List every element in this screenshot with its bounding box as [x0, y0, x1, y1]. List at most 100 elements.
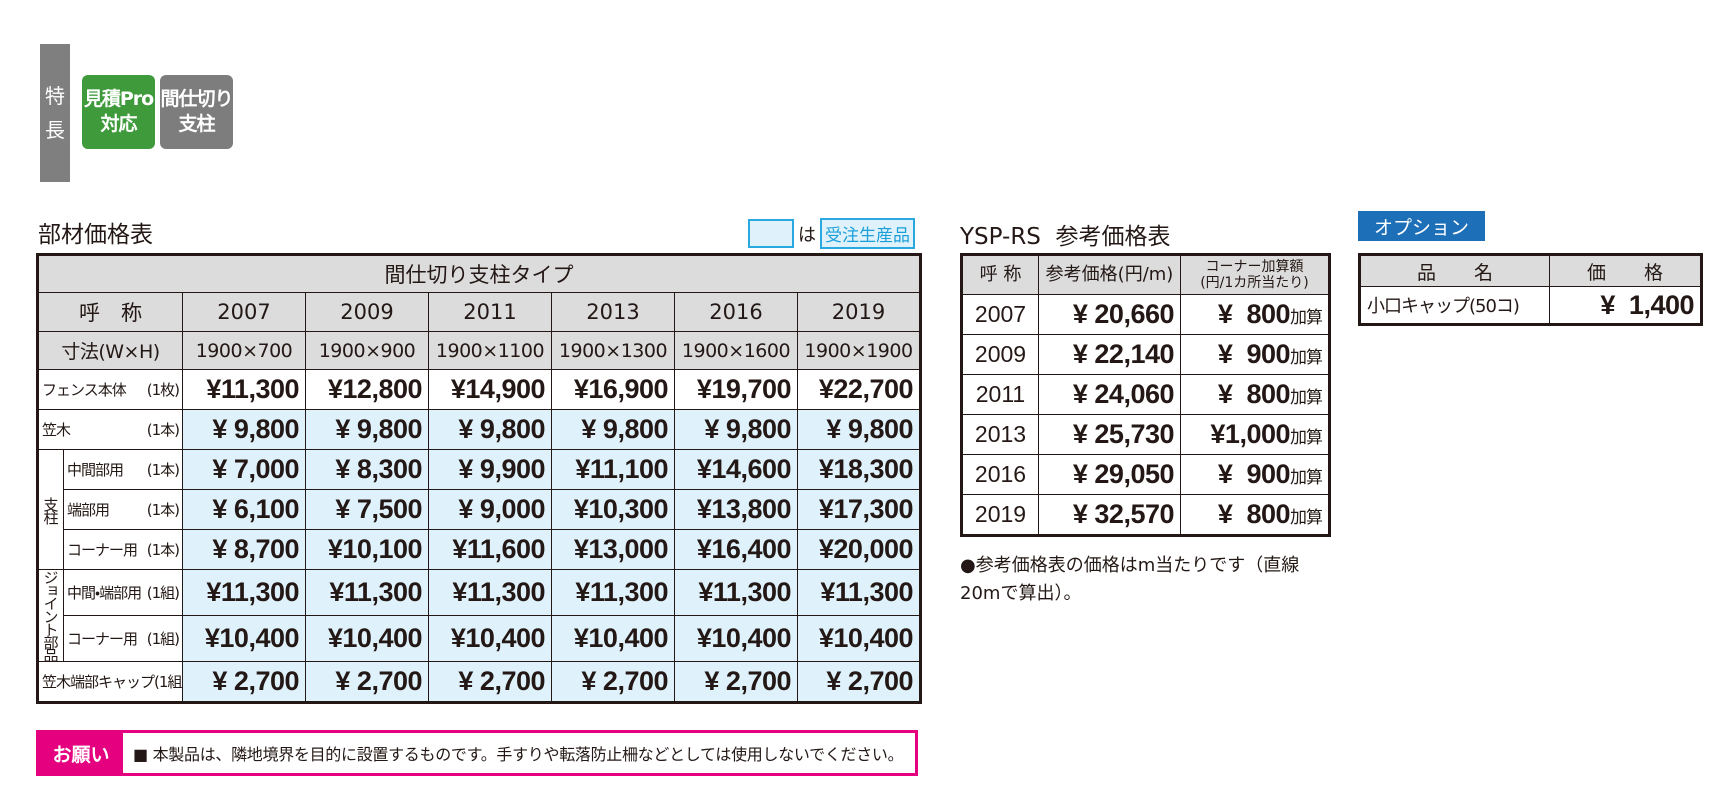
row-label: 笠木端部キャップ(1組): [37, 661, 183, 703]
row-name: 中間・端部用: [67, 584, 142, 602]
feature-label-char: 特: [45, 84, 65, 108]
corner-price: ¥ 900加算: [1180, 454, 1330, 495]
price-cell: ¥10,300: [551, 489, 675, 530]
column-size: 1900×1300: [551, 331, 675, 370]
column-size: 1900×700: [182, 331, 306, 370]
column-size: 1900×900: [305, 331, 429, 370]
price-cell: ¥ 8,300: [305, 449, 429, 490]
row-label-wrap: 端部用 (1本): [67, 499, 180, 520]
corner-suffix: 加算: [1290, 508, 1323, 528]
table-body: 品 名価 格小口キャップ(50コ) ¥ 1,400: [1359, 254, 1702, 325]
parts-table: 間仕切り支柱タイプ呼 称 2007 2009 2011 2013 2016 2019 寸法(W…: [36, 253, 922, 704]
price-cell: ¥11,300: [674, 569, 798, 616]
reference-note: ●参考価格表の価格はm当たりです（直線20mで算出）。: [960, 555, 1300, 604]
size-row: 寸法(W×H) 1900×700 1900×900 1900×1100 1900×130…: [37, 331, 921, 370]
row-name: フェンス本体: [42, 381, 127, 399]
price-cell: ¥ 9,800: [797, 409, 921, 450]
price-cell: ¥17,300: [797, 489, 921, 530]
column-header: 品 名: [1359, 254, 1550, 287]
price-cell: ¥13,800: [674, 489, 798, 530]
corner-price: ¥ 800加算: [1180, 494, 1330, 536]
reference-row: 2019 ¥ 32,570 ¥ 800加算: [961, 494, 1330, 536]
price-row: コーナー用 (1組) ¥10,400 ¥10,400 ¥10,400 ¥10,400 ¥10…: [38, 615, 921, 662]
reference-row: 2009 ¥ 22,140 ¥ 900加算: [961, 334, 1330, 375]
price-cell: ¥11,300: [797, 569, 921, 616]
row-name: コーナー用: [67, 630, 138, 648]
price-cell: ¥10,100: [305, 529, 429, 570]
price-cell: ¥14,900: [428, 369, 552, 410]
header-line: コーナー加算額: [1205, 259, 1304, 275]
row-name: 2016: [961, 454, 1039, 495]
option-price: ¥ 1,400: [1549, 286, 1702, 325]
feature-label: 特長: [40, 44, 70, 182]
price-cell: ¥10,400: [551, 615, 675, 662]
row-label: コーナー用 (1本): [63, 529, 183, 570]
price-cell: ¥ 7,500: [305, 489, 429, 530]
price-cell: ¥11,300: [305, 569, 429, 616]
corner-price: ¥ 800加算: [1180, 374, 1330, 415]
reference-row: 2013 ¥ 25,730 ¥1,000加算: [961, 414, 1330, 455]
header-line: 参考価格(円/m): [1045, 264, 1174, 285]
corner-amount: ¥ 900: [1217, 459, 1291, 489]
name-label: 呼 称: [37, 292, 183, 332]
price-cell: ¥ 2,700: [305, 661, 429, 703]
row-label: 端部用 (1本): [63, 489, 183, 530]
legend: は受注生産品: [748, 218, 915, 249]
corner-price: ¥ 900加算: [1180, 334, 1330, 375]
corner-amount: ¥ 800: [1217, 299, 1291, 329]
header-row: 品 名価 格: [1359, 254, 1702, 287]
notice-label: お願い: [39, 733, 123, 773]
reference-price: ¥ 24,060: [1038, 374, 1181, 415]
column-name: 2019: [797, 292, 921, 332]
price-cell: ¥11,100: [551, 449, 675, 490]
row-label-wrap: フェンス本体 (1枚): [42, 379, 180, 400]
row-name: 2013: [961, 414, 1039, 455]
price-cell: ¥ 7,000: [182, 449, 306, 490]
price-cell: ¥10,400: [305, 615, 429, 662]
table-title: YSP-RS 参考価格表: [960, 224, 1171, 250]
legend-label: 受注生産品: [820, 218, 915, 249]
row-label: コーナー用 (1組): [63, 615, 183, 662]
table-body: 呼 称 参考価格(円/m) コーナー加算額 (円/1カ所当たり) 2007 ¥ 20,66…: [961, 254, 1330, 536]
price-cell: ¥16,900: [551, 369, 675, 410]
row-unit: (1組): [146, 584, 180, 602]
column-header: 価 格: [1549, 254, 1702, 287]
notice: お願い ■ 本製品は、隣地境界を目的に設置するものです。手すりや転落防止柵などとし…: [36, 730, 918, 776]
corner-amount: ¥1,000: [1210, 419, 1290, 449]
price-cell: ¥ 9,900: [428, 449, 552, 490]
badge-line: 支柱: [178, 113, 215, 135]
row-name: コーナー用: [67, 541, 138, 559]
corner-suffix: 加算: [1290, 388, 1323, 408]
column-name: 2013: [551, 292, 675, 332]
reference-row: 2016 ¥ 29,050 ¥ 900加算: [961, 454, 1330, 495]
corner-amount: ¥ 800: [1217, 499, 1291, 529]
option-label: オプション: [1358, 211, 1485, 241]
column-header: コーナー加算額 (円/1カ所当たり): [1180, 254, 1330, 295]
price-cell: ¥19,700: [674, 369, 798, 410]
row-name: 2019: [961, 494, 1039, 536]
feature-label-char: 長: [45, 118, 65, 142]
price-cell: ¥ 9,800: [305, 409, 429, 450]
badge-line: 対応: [100, 113, 137, 135]
price-cell: ¥ 2,700: [182, 661, 306, 703]
row-label: 中間・端部用 (1組): [63, 569, 183, 616]
price-row: 端部用 (1本) ¥ 6,100 ¥ 7,500 ¥ 9,000 ¥10,300 ¥13,8…: [38, 489, 921, 530]
option-name: 小口キャップ(50コ): [1359, 286, 1550, 325]
reference-price: ¥ 25,730: [1038, 414, 1181, 455]
table-body: 間仕切り支柱タイプ呼 称 2007 2009 2011 2013 2016 2019 寸法(W…: [37, 254, 921, 703]
price-row: ジョイント部品 中間・端部用 (1組) ¥11,300 ¥11,300 ¥11,300 ¥1…: [37, 569, 921, 662]
badge-line: 見積Pro: [83, 88, 154, 110]
row-unit: (1本): [146, 501, 180, 519]
price-cell: ¥ 6,100: [182, 489, 306, 530]
price-cell: ¥11,300: [428, 569, 552, 616]
option-table: 品 名価 格小口キャップ(50コ) ¥ 1,400: [1358, 253, 1703, 326]
corner-price: ¥ 800加算: [1180, 294, 1330, 335]
corner-amount: ¥ 900: [1217, 339, 1291, 369]
header-row: 呼 称 参考価格(円/m) コーナー加算額 (円/1カ所当たり): [961, 254, 1330, 295]
row-group: 支柱: [37, 449, 64, 570]
corner-suffix: 加算: [1290, 348, 1323, 368]
price-cell: ¥20,000: [797, 529, 921, 570]
row-name: 笠木: [42, 421, 71, 439]
price-cell: ¥10,400: [797, 615, 921, 662]
row-name: 2007: [961, 294, 1039, 335]
